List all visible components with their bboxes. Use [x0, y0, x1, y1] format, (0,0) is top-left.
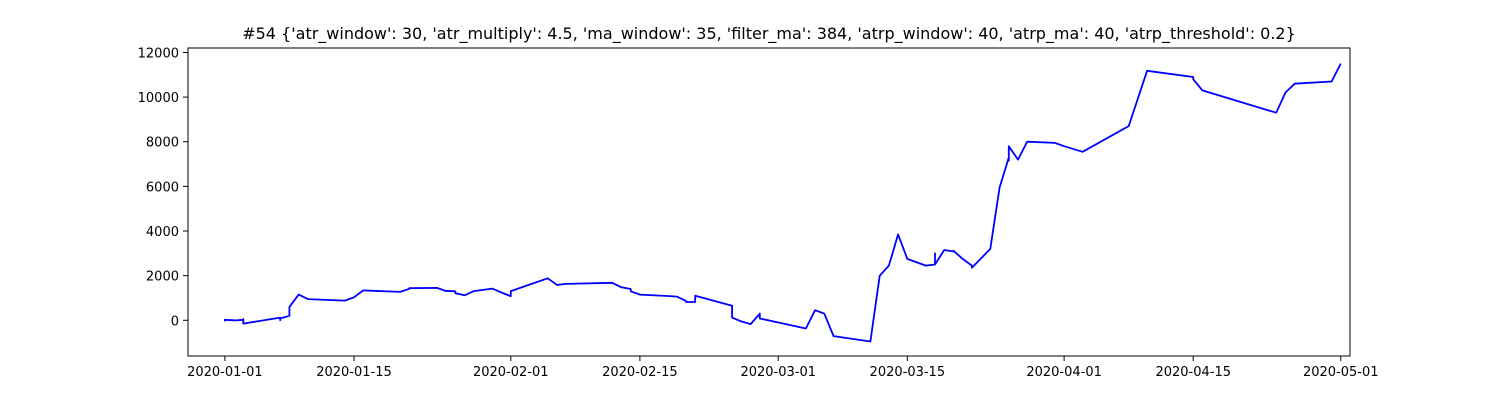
- x-axis-ticks: 2020-01-01 2020-01-15 2020-02-01 2020-02-15…: [187, 356, 1379, 380]
- x-tick-label: 2020-02-15: [602, 365, 678, 380]
- y-tick-label: 2000: [146, 270, 179, 285]
- series-line: [224, 63, 1342, 343]
- x-tick-label: 2020-04-01: [1026, 365, 1102, 380]
- plot-frame: [187, 47, 1351, 357]
- x-tick-label: 2020-03-15: [870, 365, 946, 380]
- y-tick-label: 10000: [138, 91, 179, 106]
- y-tick-label: 12000: [138, 46, 179, 61]
- y-tick-label: 6000: [146, 180, 179, 195]
- x-tick-label: 2020-02-01: [473, 365, 549, 380]
- y-tick-label: 0: [171, 314, 179, 329]
- x-tick-label: 2020-05-01: [1303, 365, 1379, 380]
- x-tick-label: 2020-03-01: [740, 365, 816, 380]
- y-tick-label: 8000: [146, 136, 179, 151]
- x-tick-label: 2020-01-01: [187, 365, 263, 380]
- y-axis-ticks: 0 2000 4000 6000 8000 10000 12000: [138, 46, 188, 329]
- y-tick-label: 4000: [146, 225, 179, 240]
- x-tick-label: 2020-04-15: [1155, 365, 1231, 380]
- chart-title: #54 {'atr_window': 30, 'atr_multiply': 4…: [242, 24, 1296, 44]
- x-tick-label: 2020-01-15: [316, 365, 392, 380]
